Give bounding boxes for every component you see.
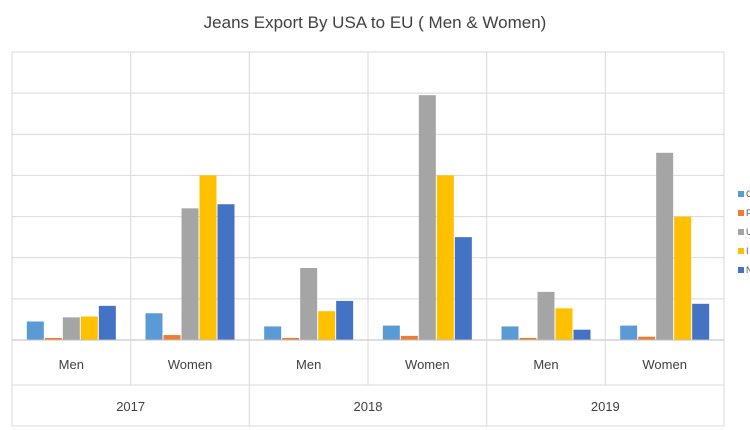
x-tick-label: Men bbox=[59, 357, 84, 372]
bar bbox=[400, 335, 418, 340]
bar bbox=[418, 95, 436, 340]
bar bbox=[537, 291, 555, 340]
bar bbox=[674, 216, 692, 340]
bar bbox=[555, 308, 573, 340]
year-label: 2018 bbox=[354, 399, 383, 414]
legend-label: U bbox=[746, 227, 750, 237]
bar bbox=[318, 311, 336, 340]
bar bbox=[282, 337, 300, 340]
bar bbox=[519, 337, 537, 340]
bar bbox=[145, 313, 163, 340]
x-tick-label: Women bbox=[168, 357, 213, 372]
legend-label: C bbox=[746, 189, 750, 199]
x-tick-label: Men bbox=[533, 357, 558, 372]
bar bbox=[300, 268, 318, 340]
legend-swatch bbox=[738, 267, 744, 273]
legend-swatch bbox=[738, 248, 744, 254]
x-tick-label: Women bbox=[405, 357, 450, 372]
bar bbox=[573, 329, 591, 340]
bar bbox=[638, 336, 656, 340]
year-label: 2019 bbox=[591, 399, 620, 414]
legend-swatch bbox=[738, 210, 744, 216]
x-tick-label: Women bbox=[642, 357, 687, 372]
bar bbox=[98, 305, 116, 340]
legend-label: F bbox=[746, 208, 750, 218]
bar bbox=[382, 325, 400, 340]
legend-label: N bbox=[746, 265, 750, 275]
bar bbox=[501, 326, 519, 340]
bar bbox=[163, 335, 181, 340]
bar bbox=[264, 326, 282, 340]
bar bbox=[620, 325, 638, 340]
bar bbox=[181, 208, 199, 340]
bar bbox=[199, 175, 217, 340]
year-label: 2017 bbox=[116, 399, 145, 414]
legend-swatch bbox=[738, 191, 744, 197]
bar bbox=[217, 204, 235, 340]
x-tick-label: Men bbox=[296, 357, 321, 372]
bar bbox=[656, 152, 674, 340]
bar bbox=[454, 237, 472, 340]
legend-label: I bbox=[746, 246, 749, 256]
bar bbox=[62, 317, 80, 340]
bar bbox=[336, 300, 354, 340]
bar bbox=[436, 175, 454, 340]
chart-title: Jeans Export By USA to EU ( Men & Women) bbox=[204, 13, 547, 32]
axis-area: Men Women Men Women Men Women 2017 2018 2019 bbox=[11, 52, 725, 427]
bar bbox=[80, 316, 98, 340]
bar bbox=[26, 321, 44, 340]
bar bbox=[692, 303, 710, 340]
legend-swatch bbox=[738, 229, 744, 235]
bar bbox=[44, 337, 62, 340]
